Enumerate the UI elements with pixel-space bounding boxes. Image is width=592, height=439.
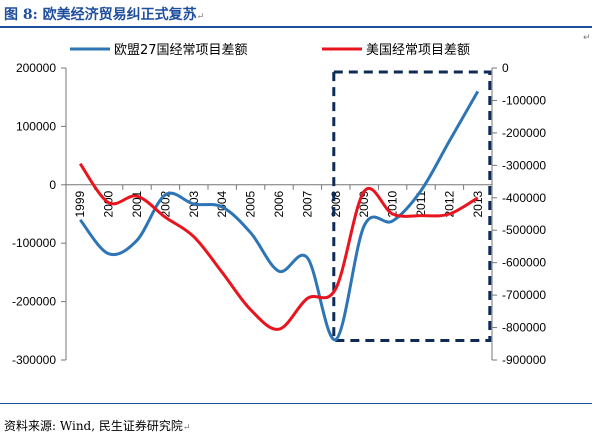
right-axis-tick-label: -900000 — [502, 353, 546, 367]
caption-paragraph-mark: ↵ — [196, 12, 205, 22]
category-tick-label: 2013 — [471, 190, 485, 217]
source-paragraph-mark: ↵ — [182, 423, 191, 433]
category-tick-label: 1999 — [73, 190, 87, 217]
chart-lines — [78, 90, 480, 342]
chart-legend: 欧盟27国经常项目差额 美国经常项目差额 — [70, 43, 470, 58]
left-axis-tick-label: -300000 — [12, 353, 56, 367]
category-tick-label: 2011 — [414, 190, 428, 216]
right-axis-tick-label: -800000 — [502, 321, 546, 335]
category-tick-label: 2006 — [272, 190, 286, 217]
category-tick-label: 2008 — [329, 190, 343, 217]
right-axis-tick-label: -400000 — [502, 191, 546, 205]
chart: 200000 100000 0 -100000 -200000 -300000 0 -1000… — [12, 43, 546, 367]
category-tick-label: 2005 — [244, 190, 258, 217]
caption-rule — [0, 26, 592, 28]
right-axis-tick-label: -600000 — [502, 256, 546, 270]
category-tick-label: 2007 — [300, 190, 314, 217]
category-tick-label: 2012 — [442, 190, 456, 217]
paragraph-mark: ↵ — [583, 33, 591, 43]
left-axis-tick-label: 0 — [49, 178, 56, 192]
legend-label-eu: 欧盟27国经常项目差额 — [114, 43, 248, 58]
right-axis-tick-label: -500000 — [502, 223, 546, 237]
legend-label-us: 美国经常项目差额 — [366, 43, 470, 58]
source-rule — [0, 403, 592, 404]
highlight-box — [332, 70, 492, 343]
category-tick-label: 2001 — [130, 190, 144, 217]
right-axis-tick-label: -300000 — [502, 158, 546, 172]
left-axis-tick-label: 100000 — [16, 119, 56, 133]
source-note: 资料来源: Wind, 民生证券研究院↵ — [4, 417, 190, 434]
series-line-eu — [79, 90, 480, 342]
right-axis-tick-label: -700000 — [502, 288, 546, 302]
right-axis-tick-label: -100000 — [502, 93, 546, 107]
series-line-us — [78, 162, 479, 331]
right-axis-tick-label: -200000 — [502, 126, 546, 140]
source-text: 资料来源: Wind, 民生证券研究院 — [4, 419, 183, 433]
right-axis-tick-label: 0 — [502, 61, 509, 75]
figure-caption: 图 8: 欧美经济贸易纠正式复苏↵ — [4, 4, 204, 24]
chart-axes: 200000 100000 0 -100000 -200000 -300000 0 -1000… — [12, 61, 546, 367]
left-axis-tick-label: 200000 — [16, 61, 56, 75]
left-axis-tick-label: -100000 — [12, 236, 56, 250]
left-axis-tick-label: -200000 — [12, 295, 56, 309]
highlight-region — [332, 70, 492, 343]
figure-caption-text: 图 8: 欧美经济贸易纠正式复苏 — [4, 7, 197, 23]
